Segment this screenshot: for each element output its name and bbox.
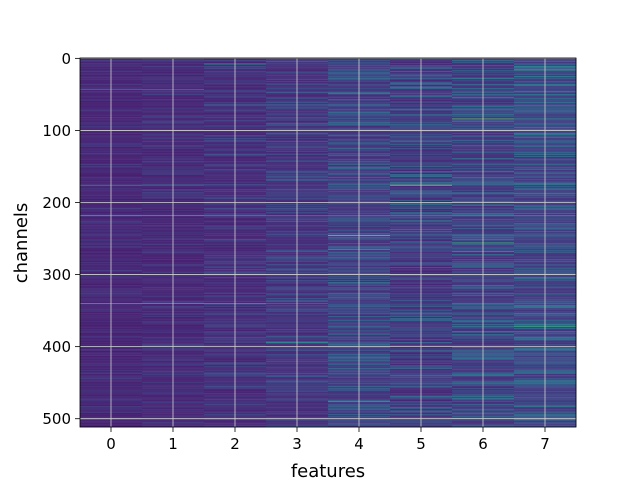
heatmap-cells bbox=[80, 58, 577, 428]
x-axis-ticks: 0 1 2 3 4 5 6 7 bbox=[106, 427, 550, 453]
x-tick-label: 1 bbox=[168, 435, 178, 453]
y-axis-label: channels bbox=[11, 203, 32, 284]
y-tick-label: 400 bbox=[42, 338, 71, 356]
plot-frame bbox=[79, 57, 577, 428]
x-tick-label: 7 bbox=[540, 435, 550, 453]
x-axis-label: features bbox=[291, 461, 365, 480]
y-axis-ticks: 0 100 200 300 400 500 bbox=[42, 50, 80, 428]
x-tick-label: 0 bbox=[106, 435, 116, 453]
x-tick-label: 2 bbox=[230, 435, 240, 453]
y-tick-label: 100 bbox=[42, 122, 71, 140]
x-tick-label: 4 bbox=[354, 435, 364, 453]
gridlines bbox=[80, 57, 576, 427]
y-tick-label: 0 bbox=[61, 50, 71, 68]
x-tick-label: 6 bbox=[478, 435, 488, 453]
y-tick-label: 300 bbox=[42, 266, 71, 284]
y-tick-label: 200 bbox=[42, 194, 71, 212]
x-tick-label: 5 bbox=[416, 435, 426, 453]
x-tick-label: 3 bbox=[292, 435, 302, 453]
y-tick-label: 500 bbox=[42, 410, 71, 428]
